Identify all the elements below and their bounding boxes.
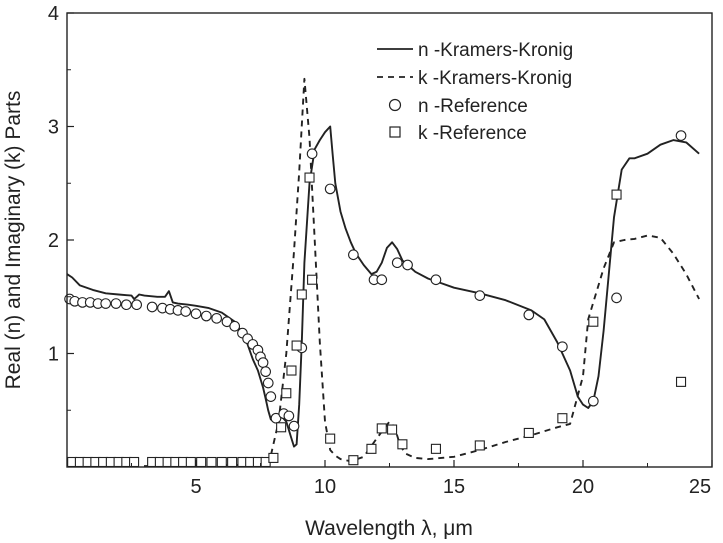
series-line-1	[67, 77, 700, 467]
k-reference-point	[281, 388, 292, 399]
k-reference-point	[588, 316, 599, 327]
n-reference-point	[260, 366, 272, 378]
legend-swatch-n-ref	[388, 98, 402, 112]
k-reference-point	[291, 340, 302, 351]
n-reference-point	[180, 306, 192, 317]
legend-label-k-ref: k -Reference	[418, 123, 527, 144]
n-reference-point	[348, 249, 359, 261]
k-reference-point	[325, 433, 336, 444]
n-reference-point	[221, 316, 233, 328]
k-reference-point	[286, 365, 297, 376]
n-reference-point	[257, 357, 269, 368]
n-reference-point	[262, 377, 274, 389]
series-line-0	[67, 125, 700, 448]
n-reference-point	[557, 341, 568, 353]
x-tick-label: 15	[443, 476, 465, 498]
k-reference-point	[129, 456, 140, 468]
n-reference-point	[110, 298, 122, 309]
plot-frame	[66, 12, 713, 468]
marker-layer	[64, 130, 687, 468]
n-reference-point	[265, 391, 277, 402]
k-reference-point	[296, 289, 307, 300]
y-axis-title: Real (n) and Imaginary (k) Parts	[2, 91, 25, 390]
n-reference-point	[229, 320, 241, 332]
n-reference-point	[131, 299, 143, 311]
legend-swatch-k-ref	[389, 126, 401, 138]
k-reference-point	[675, 376, 687, 387]
n-reference-point	[211, 312, 222, 324]
x-tick-label: 20	[572, 476, 594, 498]
y-tick-label: 3	[48, 117, 59, 139]
n-reference-point	[391, 257, 403, 269]
y-tick-label: 1	[48, 344, 59, 366]
x-tick-label: 5	[190, 476, 201, 498]
k-reference-point	[474, 440, 485, 451]
k-reference-point	[611, 189, 622, 200]
x-axis-title: Wavelength λ, μm	[305, 517, 473, 540]
n-reference-point	[283, 410, 295, 422]
n-reference-point	[190, 308, 202, 320]
k-reference-point	[397, 439, 408, 450]
k-reference-point	[348, 455, 359, 466]
legend-label-n-ref: n -Reference	[418, 96, 528, 117]
k-reference-point	[376, 423, 387, 434]
k-reference-point	[307, 274, 318, 285]
k-reference-point	[185, 456, 196, 468]
y-tick-label: 2	[48, 230, 59, 252]
n-reference-point	[675, 130, 687, 141]
ticks-layer: 5 10 15 20 25 1 2 3 4	[48, 3, 713, 498]
n-reference-point	[402, 259, 413, 271]
legend-label-k-kk: k -Kramers-Kronig	[418, 68, 572, 89]
n-reference-point	[146, 301, 158, 313]
n-reference-point	[100, 298, 112, 309]
k-reference-point	[523, 427, 534, 439]
n-reference-point	[324, 183, 336, 195]
x-tick-label: 25	[689, 476, 711, 498]
legend: n -Kramers-Kronig k -Kramers-Kronig n -R…	[377, 40, 573, 144]
k-reference-point	[227, 456, 238, 468]
k-reference-point	[430, 443, 441, 454]
n-reference-point	[200, 310, 212, 322]
k-reference-point	[276, 422, 287, 433]
n-reference-point	[611, 292, 622, 304]
series-layer	[67, 77, 700, 467]
n-reference-point	[306, 148, 318, 160]
n-reference-point	[288, 420, 300, 432]
k-reference-point	[216, 456, 227, 468]
k-reference-point	[387, 424, 398, 435]
n-reference-point	[120, 299, 132, 311]
n-reference-point	[474, 290, 486, 301]
legend-label-n-kk: n -Kramers-Kronig	[418, 40, 573, 61]
k-reference-point	[366, 443, 377, 454]
k-reference-point	[196, 456, 207, 468]
k-reference-point	[206, 456, 217, 468]
x-tick-label: 10	[314, 476, 336, 498]
n-reference-point	[270, 412, 282, 424]
k-reference-point	[557, 413, 568, 424]
n-reference-point	[376, 274, 388, 286]
n-reference-point	[430, 274, 442, 286]
k-reference-point	[268, 452, 279, 463]
n-reference-point	[523, 309, 535, 321]
k-reference-point	[304, 172, 315, 183]
y-tick-label: 4	[48, 3, 59, 25]
n-reference-point	[587, 395, 599, 407]
